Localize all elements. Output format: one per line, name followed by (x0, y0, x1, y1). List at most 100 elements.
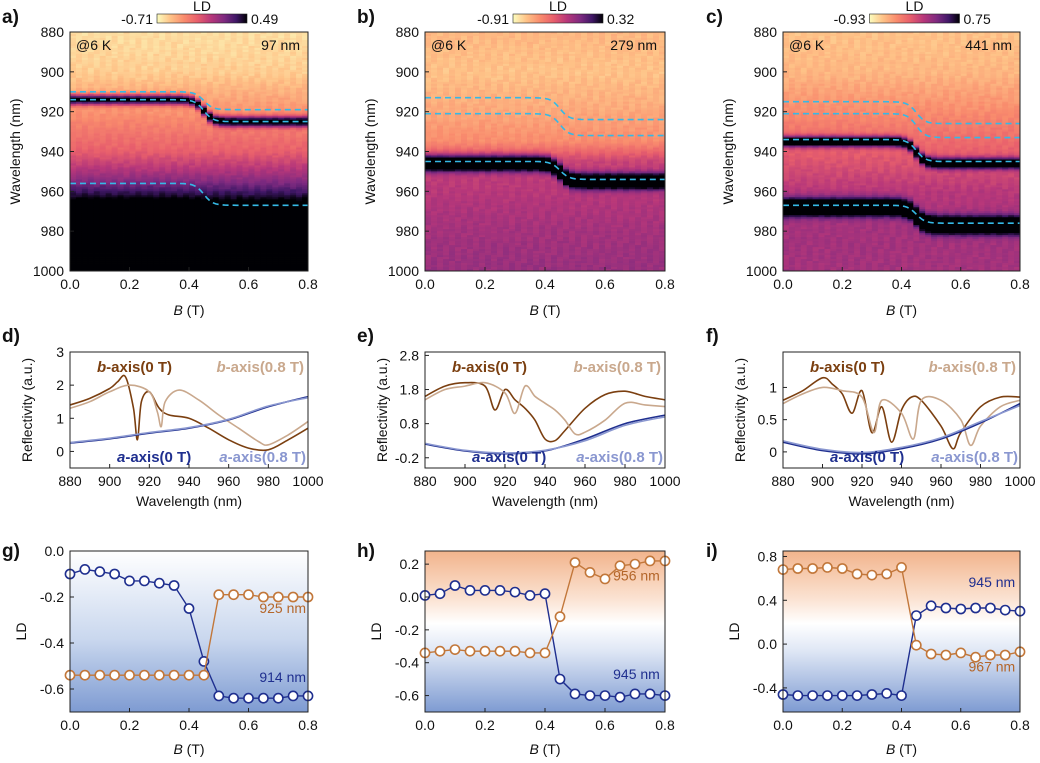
heatmap-cell (70, 123, 77, 127)
heatmap-cell (129, 187, 136, 190)
heatmap-cell (70, 187, 77, 190)
heatmap-cell (123, 103, 130, 107)
heatmap-cell (111, 169, 118, 172)
heatmap-cell (93, 221, 101, 224)
heatmap-cell (70, 235, 77, 238)
heatmap-cell (129, 259, 136, 262)
heatmap-cell (87, 151, 95, 154)
heatmap-cell (87, 141, 95, 144)
heatmap-cell (70, 109, 77, 113)
heatmap-cell (99, 191, 107, 194)
heatmap-cell (117, 247, 124, 250)
heatmap-cell (105, 79, 113, 83)
heatmap-cell (75, 69, 83, 73)
heatmap-cell (70, 73, 77, 77)
heatmap-cell (87, 265, 95, 268)
heatmap-cell (111, 111, 118, 115)
heatmap-cell (70, 111, 77, 115)
heatmap-cell (117, 243, 124, 246)
heatmap-cell (111, 65, 118, 69)
heatmap-cell (129, 231, 136, 234)
heatmap-cell (93, 213, 101, 216)
heatmap-cell (129, 83, 136, 87)
heatmap-cell (70, 69, 77, 73)
heatmap-cell (105, 225, 113, 228)
heatmap-cell (99, 175, 107, 178)
heatmap-cell (129, 133, 136, 136)
colorbar-label: LD (193, 0, 211, 14)
heatmap-cell (93, 43, 101, 47)
heatmap-cell (81, 75, 89, 79)
heatmap-cell (129, 61, 136, 65)
heatmap-cell (70, 189, 77, 192)
heatmap-cell (87, 53, 95, 57)
heatmap-cell (75, 213, 83, 216)
heatmap-cell (99, 167, 107, 170)
heatmap-cell (70, 75, 77, 79)
heatmap-cell (81, 43, 89, 47)
heatmap-cell (117, 125, 124, 128)
heatmap-cell (99, 125, 107, 128)
heatmap-cell (105, 203, 113, 206)
heatmap-cell (105, 103, 113, 107)
heatmap-cell (105, 129, 113, 132)
heatmap-cell (99, 193, 107, 196)
heatmap-cell (75, 233, 83, 236)
heatmap-cell (87, 235, 95, 238)
heatmap-cell (93, 63, 101, 67)
heatmap-cell (75, 185, 83, 188)
heatmap-cell (99, 239, 107, 242)
heatmap-cell (123, 165, 130, 168)
heatmap-cell (81, 81, 89, 85)
heatmap-cell (117, 89, 124, 93)
heatmap-cell (111, 51, 118, 55)
heatmap-cell (87, 129, 95, 132)
heatmap-cell (70, 211, 77, 214)
heatmap-cell (81, 143, 89, 146)
heatmap-cell (111, 149, 118, 152)
heatmap-cell (75, 125, 83, 128)
heatmap-cell (70, 93, 77, 97)
heatmap-cell (93, 57, 101, 61)
heatmap-cell (81, 195, 89, 198)
heatmap-cell (123, 71, 130, 75)
heatmap-cell (93, 259, 101, 262)
heatmap-cell (93, 241, 101, 244)
heatmap-cell (117, 105, 124, 109)
heatmap-cell (87, 35, 95, 39)
heatmap-cell (117, 193, 124, 196)
heatmap-cell (135, 33, 142, 37)
y-tick-label: 960 (41, 183, 65, 199)
heatmap-cell (75, 195, 83, 198)
heatmap-cell (93, 89, 101, 93)
heatmap-cell (117, 187, 124, 190)
heatmap-cell (99, 207, 107, 210)
heatmap-cell (81, 147, 89, 150)
heatmap-cell (117, 191, 124, 194)
heatmap-cell (93, 191, 101, 194)
heatmap-cell (129, 201, 136, 204)
heatmap-cell (135, 47, 142, 51)
heatmap-cell (129, 157, 136, 160)
heatmap-cell (93, 105, 101, 109)
heatmap-cell (111, 167, 118, 170)
heatmap-cell (93, 93, 101, 97)
heatmap-cell (105, 201, 113, 204)
heatmap-cell (99, 211, 107, 214)
heatmap-cell (81, 205, 89, 208)
heatmap-cell (75, 163, 83, 166)
heatmap-cell (99, 231, 107, 234)
heatmap-cell (81, 257, 89, 260)
heatmap-cell (81, 167, 89, 170)
heatmap-cell (99, 87, 107, 91)
heatmap-cell (105, 133, 113, 136)
heatmap-cell (75, 247, 83, 250)
heatmap-cell (75, 197, 83, 200)
heatmap-cell (99, 109, 107, 113)
heatmap-cell (99, 111, 107, 115)
heatmap-cell (129, 233, 136, 236)
heatmap-cell (135, 65, 142, 69)
heatmap-cell (70, 179, 77, 182)
heatmap-cell (129, 43, 136, 47)
heatmap-cell (87, 255, 95, 258)
